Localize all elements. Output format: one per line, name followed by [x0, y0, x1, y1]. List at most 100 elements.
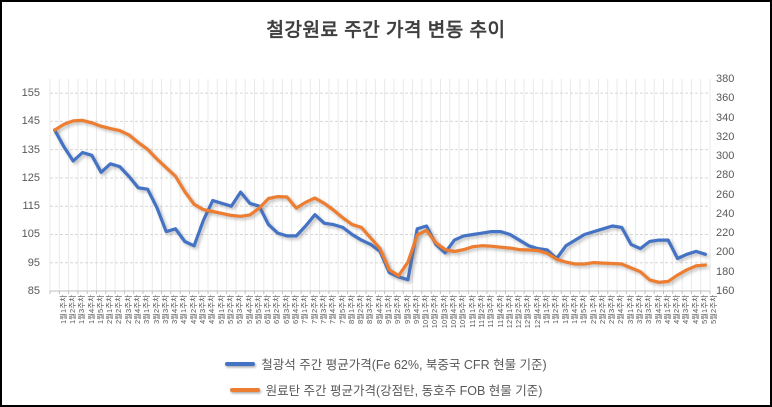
x-axis-label: 8월4주차: [374, 295, 384, 325]
x-axis-label: 3월3주차: [160, 295, 170, 325]
x-axis-label: 10월4주차: [449, 295, 459, 329]
iron-ore-line-swatch: [225, 361, 256, 366]
x-axis-label: 1월1주차: [542, 295, 552, 325]
x-axis-label: 6월1주차: [263, 295, 273, 325]
x-axis-label: 6월4주차: [291, 295, 301, 325]
x-axis-label: 4월4주차: [690, 295, 700, 325]
x-axis-label: 3월1주차: [625, 295, 635, 325]
coking-coal-line: [52, 118, 708, 284]
x-axis-label: 1월4주차: [86, 295, 96, 325]
x-axis-label: 3월1주차: [142, 295, 152, 325]
x-axis-label: 7월2주차: [309, 295, 319, 325]
right-axis-tick-label: 260: [716, 188, 735, 201]
chart-title: 철강원료 주간 가격 변동 추이: [266, 20, 506, 41]
left-axis-tick-label: 145: [21, 115, 40, 128]
x-axis-label: 10월1주차: [421, 295, 431, 329]
x-axis-label: 2월2주차: [597, 295, 607, 325]
x-axis-label: 12월1주차: [504, 295, 514, 329]
x-axis-label: 7월5주차: [337, 295, 347, 325]
x-axis-label: 3월3주차: [644, 295, 654, 325]
left-axis-tick-label: 85: [27, 285, 40, 297]
left-axis-tick-label: 115: [22, 200, 40, 213]
legend: 철광석 주간 평균가격(Fe 62%, 북중국 CFR 현물 기준) 원료탄 주…: [2, 354, 770, 399]
x-axis-label: 6월2주차: [272, 295, 282, 325]
x-axis-label: 12월4주차: [532, 295, 542, 329]
right-axis-tick-label: 160: [716, 285, 735, 297]
x-axis-label: 3월4주차: [170, 295, 180, 325]
x-axis-label: 4월3주차: [681, 295, 691, 325]
x-axis-label: 4월2주차: [188, 295, 198, 325]
x-axis-label: 5월5주차: [253, 295, 263, 325]
x-axis-label: 5월2주차: [225, 295, 235, 325]
x-axis-label: 1월1주차: [58, 295, 68, 325]
x-axis-label: 11월4주차: [495, 295, 505, 328]
x-axis-label: 4월1주차: [179, 295, 189, 325]
x-axis-label: 5월4주차: [244, 295, 254, 325]
x-axis-label: 8월2주차: [356, 295, 366, 325]
x-axis-label: 2월1주차: [588, 295, 598, 325]
right-axis-tick-label: 380: [716, 73, 735, 85]
x-axis-label: 12월3주차: [523, 295, 533, 329]
x-axis-label: 3월2주차: [634, 295, 644, 325]
x-axis-label: 5월2주차: [709, 295, 719, 325]
right-axis-tick-label: 320: [716, 130, 735, 143]
left-axis-tick-label: 125: [21, 171, 40, 184]
x-axis-label: 2월3주차: [607, 295, 617, 325]
x-axis-label: 11월3주차: [486, 295, 496, 328]
x-axis-label: 3월2주차: [151, 295, 161, 325]
right-axis-tick-label: 280: [716, 169, 735, 182]
x-axis-label: 9월4주차: [411, 295, 421, 325]
x-axis-label: 11월1주차: [467, 295, 477, 328]
right-axis-tick-label: 220: [716, 227, 735, 240]
x-axis-label: 1월3주차: [560, 295, 570, 325]
x-axis-label: 2월4주차: [133, 295, 142, 325]
x-axis-label: 3월4주차: [653, 295, 663, 325]
x-axis-label: 7월4주차: [328, 295, 338, 325]
x-axis-label: 10월3주차: [439, 295, 449, 329]
x-axis-label: 7월3주차: [318, 295, 328, 325]
legend-label-coking-coal: 원료탄 주간 평균가격(강점탄, 동호주 FOB 현물 기준): [265, 384, 543, 398]
x-axis-label: 11월2주차: [476, 295, 486, 328]
x-axis-label: 1월4주차: [569, 295, 579, 325]
x-axis-label: 2월3주차: [123, 295, 133, 325]
right-axis-tick-label: 240: [716, 207, 735, 220]
x-axis-label: 6월3주차: [281, 295, 291, 325]
x-axis-label: 9월1주차: [384, 295, 393, 325]
right-axis-tick-label: 340: [716, 111, 735, 124]
coking-coal-line-swatch: [229, 387, 260, 392]
x-axis-label: 5월1주차: [216, 295, 226, 325]
left-axis-tick-label: 105: [21, 228, 40, 241]
x-axis-label: 10월5주차: [458, 295, 468, 329]
left-axis-tick-label: 95: [27, 256, 40, 269]
legend-label-iron-ore: 철광석 주간 평균가격(Fe 62%, 북중국 CFR 현물 기준): [261, 358, 547, 372]
x-axis-label: 10월2주차: [430, 295, 440, 329]
x-axis-label: 7월1주차: [300, 295, 310, 325]
x-axis-label: 1월3주차: [77, 295, 87, 325]
x-axis-label: 5월1주차: [700, 295, 710, 325]
x-axis-label: 1월5주차: [95, 295, 105, 325]
x-axis-label: 1월2주차: [67, 295, 77, 325]
left-axis-tick-label: 135: [21, 143, 40, 156]
x-axis-label: 9월3주차: [402, 295, 412, 325]
x-axis-label: 12월2주차: [514, 295, 524, 329]
right-axis-tick-label: 200: [716, 246, 735, 259]
x-axis-label: 2월2주차: [114, 295, 124, 325]
x-axis-label: 1월2주차: [551, 295, 561, 325]
right-axis-tick-label: 300: [716, 150, 735, 163]
x-axis-label: 1월5주차: [579, 295, 589, 325]
x-axis-label: 2월1주차: [105, 295, 115, 325]
legend-item-coking-coal: 원료탄 주간 평균가격(강점탄, 동호주 FOB 현물 기준): [229, 380, 543, 399]
x-axis-label: 4월3주차: [198, 295, 208, 325]
x-axis-label: 4월4주차: [207, 295, 217, 325]
x-axis-label: 4월2주차: [672, 295, 682, 325]
x-axis-label: 4월1주차: [662, 295, 672, 325]
x-axis-label: 9월2주차: [393, 295, 403, 325]
x-axis-label: 5월3주차: [235, 295, 245, 325]
x-axis-label: 8월3주차: [365, 295, 375, 325]
left-axis-tick-label: 155: [21, 87, 40, 100]
x-axis-label: 8월1주차: [346, 295, 356, 325]
x-axis-label: 2월4주차: [616, 295, 626, 325]
right-axis-tick-label: 360: [716, 92, 735, 105]
